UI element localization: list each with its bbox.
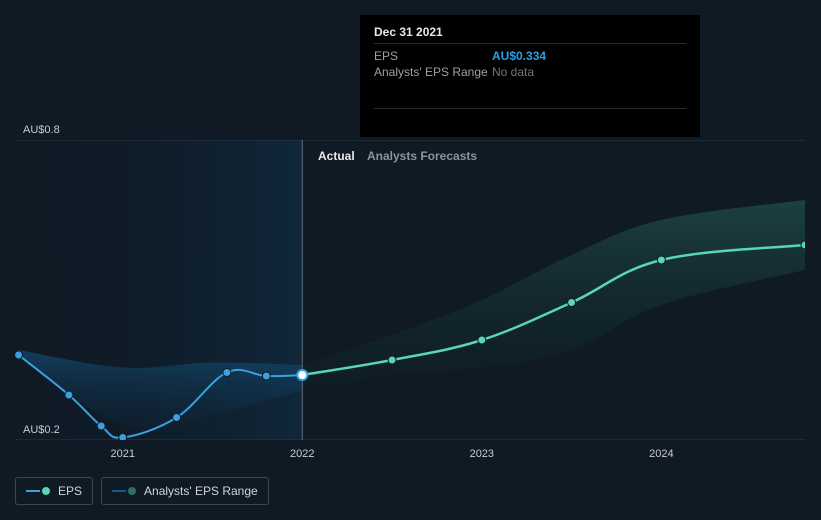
legend-swatch-eps — [26, 487, 50, 495]
tooltip-range-label: Analysts' EPS Range — [374, 65, 492, 79]
chart-svg — [15, 140, 805, 440]
tooltip-eps-label: EPS — [374, 49, 492, 63]
y-tick-label-lower: AU$0.2 — [23, 424, 60, 436]
chart-tooltip: Dec 31 2021 EPS AU$0.334 Analysts' EPS R… — [360, 15, 700, 137]
tooltip-range-value: No data — [492, 65, 534, 79]
legend-item-eps[interactable]: EPS — [15, 477, 93, 505]
tooltip-divider — [374, 108, 686, 109]
y-tick-label-upper: AU$0.8 — [23, 124, 60, 136]
legend-label-eps: EPS — [58, 484, 82, 498]
x-tick-label-2022: 2022 — [290, 448, 314, 460]
legend: EPS Analysts' EPS Range — [15, 477, 269, 505]
x-tick-label-2023: 2023 — [470, 448, 494, 460]
legend-item-range[interactable]: Analysts' EPS Range — [101, 477, 269, 505]
tooltip-row-range: Analysts' EPS Range No data — [374, 64, 686, 80]
legend-swatch-range — [112, 487, 136, 495]
tooltip-date: Dec 31 2021 — [374, 25, 686, 44]
chart-stage: Dec 31 2021 EPS AU$0.334 Analysts' EPS R… — [0, 0, 821, 520]
x-tick-label-2021: 2021 — [110, 448, 134, 460]
tooltip-eps-value: AU$0.334 — [492, 49, 546, 63]
x-tick-label-2024: 2024 — [649, 448, 673, 460]
plot-area[interactable] — [15, 140, 805, 440]
tooltip-row-eps: EPS AU$0.334 — [374, 48, 686, 64]
legend-label-range: Analysts' EPS Range — [144, 484, 258, 498]
